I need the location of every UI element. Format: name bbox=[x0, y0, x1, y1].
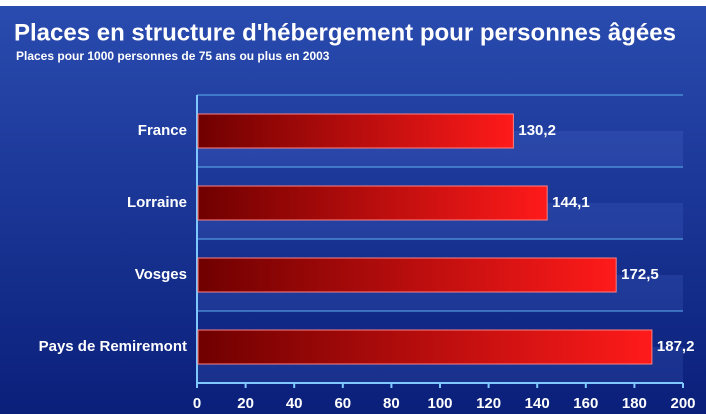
x-tick-label: 200 bbox=[670, 395, 695, 412]
x-tick-label: 120 bbox=[476, 395, 501, 412]
value-label: 187,2 bbox=[657, 338, 695, 355]
x-tick-label: 60 bbox=[334, 395, 351, 412]
x-tick-label: 140 bbox=[525, 395, 550, 412]
x-tick-label: 100 bbox=[427, 395, 452, 412]
y-tick-label: Vosges bbox=[135, 266, 187, 283]
value-label: 130,2 bbox=[518, 122, 556, 139]
x-tick-label: 40 bbox=[286, 395, 303, 412]
top-strip bbox=[0, 0, 706, 6]
x-tick-label: 20 bbox=[237, 395, 254, 412]
value-label: 144,1 bbox=[552, 194, 590, 211]
x-tick-label: 160 bbox=[573, 395, 598, 412]
x-tick-label: 80 bbox=[383, 395, 400, 412]
bar bbox=[197, 113, 514, 149]
chart-title: Places en structure d'hébergement pour p… bbox=[14, 19, 676, 46]
bar bbox=[197, 257, 617, 293]
y-tick-label: France bbox=[138, 122, 187, 139]
bar bbox=[197, 329, 653, 365]
y-tick-label: Lorraine bbox=[127, 194, 187, 211]
x-tick-label: 180 bbox=[622, 395, 647, 412]
chart-subtitle: Places pour 1000 personnes de 75 ans ou … bbox=[16, 49, 330, 63]
y-tick-label: Pays de Remiremont bbox=[39, 338, 187, 355]
bar bbox=[197, 185, 548, 221]
x-tick-label: 0 bbox=[193, 395, 201, 412]
value-label: 172,5 bbox=[621, 266, 659, 283]
